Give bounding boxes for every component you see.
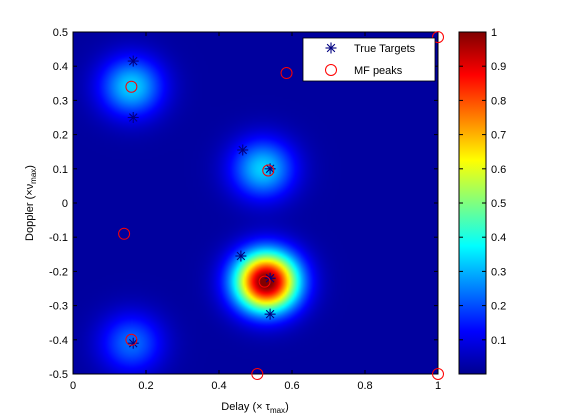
legend-label-true-targets: True Targets bbox=[354, 43, 416, 55]
true-target-marker bbox=[264, 308, 276, 320]
legend-asterisk-icon bbox=[325, 42, 337, 54]
x-axis: 0 0.2 0.4 0.6 0.8 1 bbox=[70, 32, 441, 392]
true-target-marker bbox=[237, 144, 249, 156]
x-axis-title: Delay (× τmax) bbox=[221, 401, 288, 415]
y-tick-label: -0.4 bbox=[49, 335, 68, 347]
legend: True Targets MF peaks bbox=[302, 37, 436, 82]
y-tick-label: 0.5 bbox=[53, 27, 68, 39]
colorbar-ticks: 0.1 0.2 0.3 0.4 0.5 0.6 0.7 0.8 0.9 1 bbox=[459, 27, 506, 347]
colorbar-tick-label: 0.6 bbox=[491, 164, 506, 176]
x-tick-label: 0.6 bbox=[284, 380, 299, 392]
colorbar-tick-label: 0.5 bbox=[491, 198, 506, 210]
y-axis: -0.5 -0.4 -0.3 -0.2 -0.1 0 0.1 0.2 0.3 0.4 0.5 bbox=[49, 27, 438, 381]
y-tick-label: -0.3 bbox=[49, 301, 68, 313]
true-target-marker bbox=[127, 55, 139, 67]
markers bbox=[118, 31, 444, 380]
x-tick-label: 1 bbox=[435, 380, 441, 392]
colorbar-gradient bbox=[458, 31, 487, 375]
true-target-marker bbox=[127, 337, 139, 349]
legend-item-mf-peaks: MF peaks bbox=[325, 64, 403, 77]
colorbar-tick-label: 0.9 bbox=[491, 61, 506, 73]
y-tick-label: 0.4 bbox=[53, 61, 68, 73]
mf-peak-marker bbox=[432, 368, 444, 380]
y-axis-title: Doppler (×νmax) bbox=[24, 165, 38, 241]
y-tick-label: -0.5 bbox=[49, 369, 68, 381]
legend-asterisk-glyph bbox=[325, 42, 337, 54]
y-tick-label: -0.1 bbox=[49, 232, 68, 244]
mf-peak-marker bbox=[118, 227, 131, 240]
legend-circle-icon bbox=[325, 64, 337, 76]
colorbar-tick-label: 0.7 bbox=[491, 130, 506, 142]
colorbar-tick-label: 0.3 bbox=[491, 266, 506, 278]
y-tick-label: 0.1 bbox=[53, 164, 68, 176]
true-target-marker bbox=[127, 112, 139, 123]
colorbar-tick-label: 0.1 bbox=[491, 335, 506, 347]
y-tick-label: -0.2 bbox=[49, 266, 68, 278]
colorbar-tick-label: 1 bbox=[491, 27, 497, 39]
legend-label-mf-peaks: MF peaks bbox=[354, 65, 403, 77]
y-tick-label: 0 bbox=[62, 198, 68, 210]
x-tick-label: 0.4 bbox=[211, 380, 226, 392]
y-tick-label: 0.3 bbox=[53, 95, 68, 107]
colorbar: 0.1 0.2 0.3 0.4 0.5 0.6 0.7 0.8 0.9 1 bbox=[458, 27, 506, 375]
heatmap-image bbox=[73, 32, 438, 374]
mf-peak-marker bbox=[280, 67, 293, 80]
x-tick-label: 0.8 bbox=[357, 380, 372, 392]
legend-item-true-targets: True Targets bbox=[325, 42, 416, 55]
heatmap-plot: 0 0.2 0.4 0.6 0.8 1 -0.5-0.4-0.3-0.2-0.100.10… bbox=[49, 27, 444, 392]
true-target-marker bbox=[264, 272, 276, 284]
mf-peak-marker bbox=[251, 368, 264, 380]
colorbar-tick-label: 0.8 bbox=[491, 95, 506, 107]
mf-peak-marker bbox=[125, 80, 138, 93]
colorbar-tick-label: 0.4 bbox=[491, 232, 506, 244]
x-tick-label: 0.2 bbox=[138, 380, 153, 392]
colorbar-tick-label: 0.2 bbox=[491, 301, 506, 313]
mf-peak-marker bbox=[432, 31, 444, 44]
true-target-marker bbox=[235, 250, 247, 262]
y-tick-label: 0.2 bbox=[53, 130, 68, 142]
mf-peak-marker bbox=[258, 275, 271, 288]
legend-box bbox=[302, 37, 436, 82]
mf-peak-marker bbox=[125, 333, 138, 346]
x-tick-label: 0 bbox=[70, 380, 76, 392]
mf-peak-marker bbox=[262, 164, 275, 177]
